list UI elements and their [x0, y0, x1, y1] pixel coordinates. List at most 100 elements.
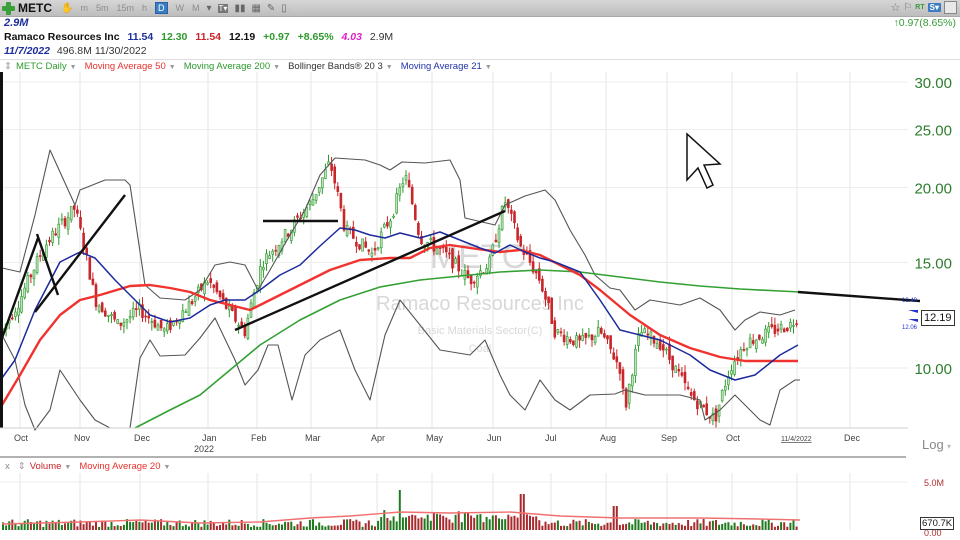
- watermark-text: Ramaco Resources Inc: [376, 293, 584, 315]
- drag-handle-icon[interactable]: ⇕: [17, 461, 26, 472]
- interval-m[interactable]: m: [80, 3, 88, 13]
- svg-text:12.49: 12.49: [902, 298, 918, 304]
- s-button[interactable]: S▾: [927, 3, 941, 12]
- ma200-line: [134, 269, 801, 429]
- volume-ma20-line: [1, 511, 801, 525]
- time-axis-label: Mar: [305, 433, 321, 443]
- price-tick: 10.00: [914, 361, 952, 378]
- low-value: 11.54: [195, 31, 222, 43]
- trendline[interactable]: [35, 233, 60, 296]
- vol-value: 2.9M: [369, 31, 394, 43]
- price-tick: 30.00: [914, 75, 952, 92]
- mouse-cursor-icon: [686, 132, 722, 190]
- change-value: +0.97: [263, 31, 290, 43]
- bollinger-lower: [1, 299, 800, 431]
- time-axis-label: Feb: [251, 433, 267, 443]
- time-axis-label: 11/4/2022: [781, 436, 812, 443]
- log-scale-toggle[interactable]: Log: [922, 437, 944, 452]
- save-icon[interactable]: [944, 1, 957, 14]
- change-indicator: ↑0.97(8.65%): [893, 17, 956, 29]
- legend-volume[interactable]: Volume ▼: [29, 461, 72, 472]
- price-tick: 20.00: [914, 181, 952, 198]
- svg-text:2022: 2022: [194, 444, 214, 454]
- legend-ma21[interactable]: Moving Average 21 ▼: [400, 60, 492, 72]
- drag-handle-icon[interactable]: ⇕: [4, 60, 12, 72]
- last-volume-box: 670.7K: [920, 517, 955, 530]
- trendline[interactable]: [0, 237, 40, 339]
- star-icon[interactable]: ☆: [890, 2, 901, 14]
- watermark-text: METC: [430, 238, 526, 276]
- legend-metc-daily[interactable]: METC Daily ▼: [15, 60, 77, 72]
- open-value: 11.54: [127, 31, 154, 43]
- symbol-label[interactable]: METC: [18, 1, 52, 15]
- trendline[interactable]: [234, 209, 506, 332]
- interval-w[interactable]: W: [175, 3, 185, 13]
- time-axis-label: Apr: [371, 433, 385, 443]
- range-value: 4.03: [341, 31, 362, 43]
- last-price-box: 12.19: [921, 310, 955, 326]
- dates-line: 11/7/2022 496.8M 11/30/2022: [4, 45, 147, 57]
- chevron-down-icon[interactable]: ▾: [206, 2, 212, 14]
- svg-text:▾: ▾: [947, 442, 951, 451]
- interval-mo[interactable]: M: [192, 3, 200, 13]
- time-axis-label: Jan: [202, 433, 217, 443]
- flag-icon[interactable]: ⚐: [903, 2, 913, 13]
- time-axis-label: Jul: [545, 433, 557, 443]
- hand-icon[interactable]: ✋: [61, 2, 74, 14]
- high-value: 12.30: [161, 31, 188, 43]
- svg-text:12.06: 12.06: [902, 325, 918, 331]
- interval-d[interactable]: D: [155, 2, 168, 14]
- time-axis-label: Nov: [74, 433, 91, 443]
- bollinger-upper: [1, 149, 796, 331]
- volume-legend: x ⇕ Volume ▼ Moving Average 20 ▼: [0, 460, 178, 473]
- add-symbol-icon[interactable]: [2, 1, 15, 15]
- legend-ma50[interactable]: Moving Average 50 ▼: [84, 60, 176, 72]
- current-date: 11/7/2022: [4, 45, 50, 57]
- text-icon[interactable]: T▾: [217, 3, 229, 13]
- legend-ma200[interactable]: Moving Average 200 ▼: [183, 60, 281, 72]
- next-date: 11/30/2022: [94, 45, 147, 57]
- company-name: Ramaco Resources Inc: [4, 31, 120, 43]
- add-indicator-icon[interactable]: ▦: [251, 2, 261, 14]
- time-axis-label: May: [426, 433, 444, 443]
- time-axis-label: Aug: [600, 433, 616, 443]
- quote-line: Ramaco Resources Inc 11.54 12.30 11.54 1…: [4, 31, 398, 43]
- time-axis-label: Dec: [134, 433, 151, 443]
- realtime-button[interactable]: RT: [915, 4, 925, 11]
- close-value: 12.19: [228, 31, 256, 43]
- ma21-line: [1, 227, 799, 381]
- bar-chart-icon[interactable]: ▮▮: [234, 2, 246, 14]
- interval-h[interactable]: h: [141, 3, 147, 13]
- time-axis-label: Jun: [487, 433, 502, 443]
- interval-5m[interactable]: 5m: [95, 3, 109, 13]
- close-volume-panel[interactable]: x: [5, 461, 10, 472]
- time-axis-label: Oct: [14, 433, 29, 443]
- share-icon[interactable]: ●•: [292, 2, 303, 14]
- trendline[interactable]: [797, 290, 921, 303]
- time-axis-label: Sep: [661, 433, 677, 443]
- pencil-icon[interactable]: ✎: [266, 2, 276, 14]
- chart-toolbar: METC ✋ m 5m 15m h D W M ▾ T▾ ▮▮ ▦ ✎ ▯ ●•…: [0, 0, 960, 17]
- overlay-legend: ⇕ METC Daily ▼ Moving Average 50 ▼ Moving …: [0, 59, 960, 72]
- trendline[interactable]: [34, 194, 126, 313]
- toolbar-right: ☆ ⚐ RT S▾: [890, 1, 957, 14]
- watermark-text: Coal: [469, 343, 492, 355]
- price-tick: 15.00: [914, 255, 952, 272]
- change-pct-value: +8.65%: [297, 31, 334, 43]
- market-cap: 496.8M: [56, 45, 92, 57]
- volume-header: 2.9M: [4, 17, 29, 29]
- ma50-line: [0, 243, 798, 406]
- price-tick: 25.00: [914, 122, 952, 139]
- legend-bollinger[interactable]: Bollinger Bands® 20 3 ▼: [288, 60, 393, 72]
- svg-text:5.0M: 5.0M: [924, 478, 944, 488]
- legend-vol-ma20[interactable]: Moving Average 20 ▼: [79, 461, 171, 472]
- candlesticks: [1, 154, 798, 429]
- volume-bars: [2, 490, 798, 530]
- time-axis-label: Oct: [726, 433, 741, 443]
- time-axis-label: Dec: [844, 433, 861, 443]
- eraser-icon[interactable]: ▯: [281, 2, 287, 14]
- interval-15m[interactable]: 15m: [116, 3, 134, 13]
- watermark-text: Basic Materials Sector(C): [418, 325, 543, 337]
